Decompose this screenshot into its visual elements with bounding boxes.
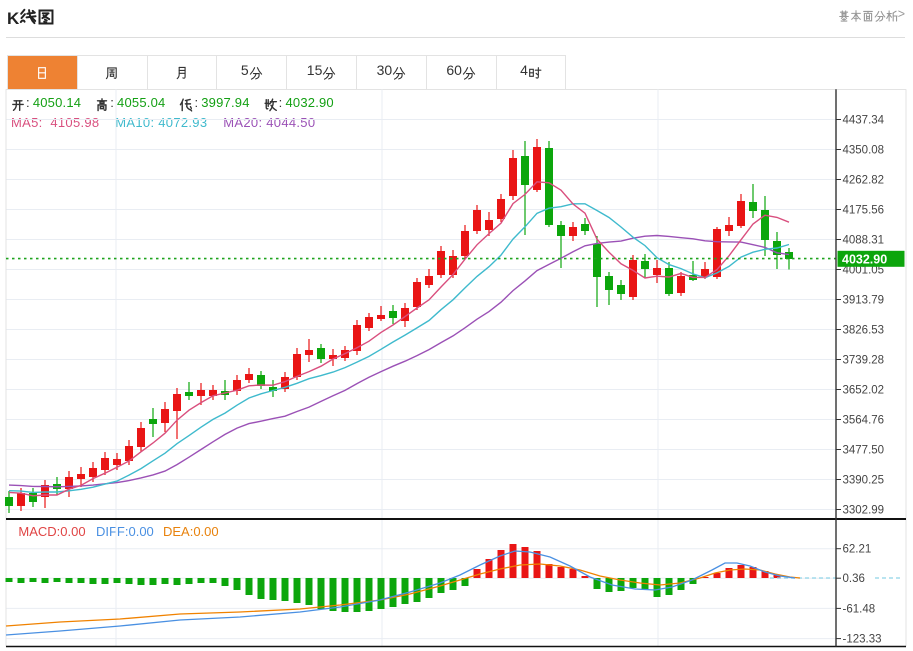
svg-text:4032.90: 4032.90 [842, 253, 887, 267]
svg-text:-61.48: -61.48 [843, 603, 876, 615]
svg-text:3913.79: 3913.79 [843, 295, 885, 307]
svg-text:3477.50: 3477.50 [843, 445, 885, 457]
svg-text:3652.02: 3652.02 [843, 385, 885, 397]
svg-text:0.36: 0.36 [843, 573, 865, 585]
svg-text:4262.82: 4262.82 [843, 175, 885, 187]
svg-text:3390.25: 3390.25 [843, 475, 885, 487]
svg-text:3564.76: 3564.76 [843, 415, 885, 427]
svg-text:62.21: 62.21 [843, 544, 872, 556]
svg-text:4350.08: 4350.08 [843, 145, 885, 157]
svg-text:3739.28: 3739.28 [843, 355, 885, 367]
svg-text:-123.33: -123.33 [843, 634, 882, 646]
svg-text:4088.31: 4088.31 [843, 235, 885, 247]
svg-text:3302.99: 3302.99 [843, 505, 885, 517]
svg-text:4001.05: 4001.05 [843, 265, 885, 277]
svg-text:4175.56: 4175.56 [843, 205, 885, 217]
svg-text:4437.34: 4437.34 [843, 115, 885, 127]
svg-text:3826.53: 3826.53 [843, 325, 885, 337]
